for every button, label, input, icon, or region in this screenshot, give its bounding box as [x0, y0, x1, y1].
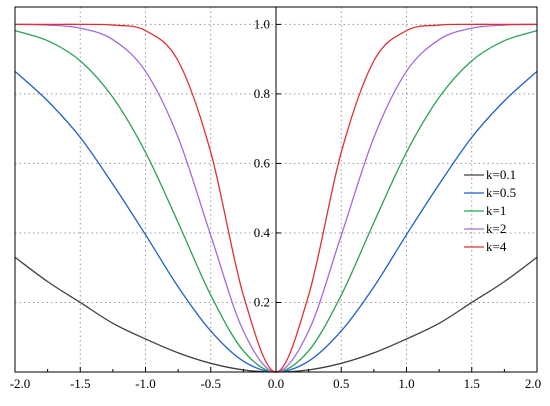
- y-tick-label: 0.8: [254, 86, 270, 101]
- x-tick-label: -0.5: [200, 376, 221, 391]
- y-tick-label: 0.6: [254, 155, 271, 170]
- x-tick-label: -1.5: [70, 376, 91, 391]
- x-tick-label: 1.5: [464, 376, 480, 391]
- y-tick-label: 0.4: [254, 225, 271, 240]
- legend-label-4: k=2: [486, 221, 506, 236]
- legend: k=0.1 k=0.5 k=1 k=2 k=4: [464, 167, 516, 254]
- axes: [14, 6, 538, 373]
- x-tick-label: 1.0: [398, 376, 414, 391]
- x-tick-label: 0.0: [268, 376, 284, 391]
- legend-label-5: k=4: [486, 239, 507, 254]
- legend-label-1: k=0.1: [486, 167, 516, 182]
- legend-label-2: k=0.5: [486, 185, 516, 200]
- y-tick-label: 0.2: [254, 294, 270, 309]
- x-tick-label: -1.0: [135, 376, 156, 391]
- x-tick-label: 0.5: [333, 376, 349, 391]
- x-tick-label: 2.0: [525, 376, 541, 391]
- legend-label-3: k=1: [486, 203, 506, 218]
- tick-labels: -2.0 -1.5 -1.0 -0.5 0.0 0.5 1.0 1.5 2.0 0.2 0.4 0.6…: [10, 16, 541, 391]
- x-tick-label: -2.0: [10, 376, 31, 391]
- y-tick-label: 1.0: [254, 16, 270, 31]
